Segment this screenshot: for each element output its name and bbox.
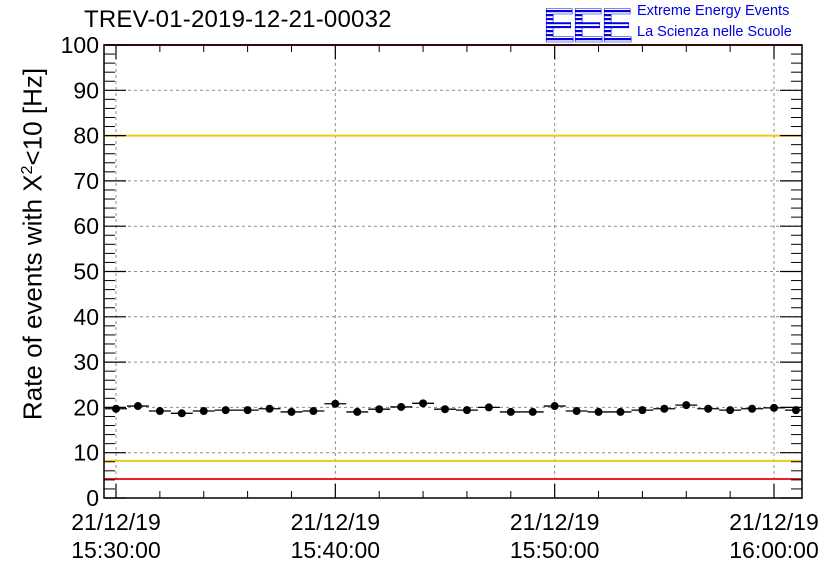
x-tick-date-label: 21/12/19	[510, 509, 600, 535]
data-point	[390, 402, 413, 411]
data-point	[105, 404, 127, 413]
data-point-marker	[243, 406, 252, 415]
y-axis-label-suffix: <10 [Hz]	[17, 67, 48, 166]
data-point-marker	[133, 402, 142, 411]
data-point-marker	[397, 402, 406, 411]
x-tick-date-label: 21/12/19	[729, 509, 819, 535]
x-tick-time-label: 15:50:00	[510, 537, 600, 563]
data-point-marker	[441, 405, 449, 414]
data-point-marker	[748, 404, 757, 413]
y-tick-label: 80	[73, 123, 99, 149]
x-tick-time-label: 15:30:00	[71, 537, 161, 563]
tick-labels: 010203040506070809010021/12/1915:30:0021…	[61, 32, 819, 563]
data-point	[631, 406, 654, 415]
data-point-marker	[572, 407, 581, 416]
data-point-marker	[791, 406, 800, 415]
data-point-marker	[331, 399, 340, 408]
data-point	[719, 406, 742, 415]
data-point	[543, 402, 566, 411]
data-point	[258, 404, 281, 413]
data-point	[302, 407, 325, 416]
data-point-marker	[112, 404, 120, 413]
data-point-marker	[199, 407, 208, 416]
x-tick-time-label: 15:40:00	[291, 537, 381, 563]
data-point	[455, 406, 478, 415]
data-point	[280, 407, 303, 416]
data-point	[148, 407, 171, 416]
data-point-marker	[594, 407, 603, 416]
data-point	[412, 399, 435, 408]
y-tick-label: 60	[73, 213, 99, 239]
axis-ticks	[104, 44, 802, 499]
data-point	[697, 404, 720, 413]
data-point	[324, 399, 347, 408]
data-point	[477, 403, 500, 412]
data-point-marker	[309, 407, 318, 416]
y-axis-label: Rate of events with X2<10 [Hz]	[18, 68, 49, 420]
y-tick-label: 20	[73, 394, 99, 420]
x-tick-date-label: 21/12/19	[71, 509, 161, 535]
reference-lines	[104, 44, 802, 480]
data-point-marker	[287, 407, 296, 416]
data-point	[192, 407, 215, 416]
data-point-marker	[550, 402, 559, 411]
data-point-marker	[265, 404, 274, 413]
data-point	[609, 407, 632, 416]
data-point-marker	[726, 406, 735, 415]
data-point-marker	[682, 401, 691, 410]
data-point-marker	[638, 406, 647, 415]
chart-title: TREV-01-2019-12-21-00032	[84, 6, 392, 33]
y-tick-label: 100	[61, 32, 99, 58]
data-point	[784, 406, 802, 415]
eee-logo-mark: EEE	[543, 0, 636, 50]
y-tick-label: 30	[73, 349, 99, 375]
y-axis-label-sup: 2	[18, 165, 36, 175]
data-point	[521, 407, 544, 416]
data-point	[214, 406, 237, 415]
data-point-marker	[528, 407, 537, 416]
eee-logo-letters: EEE	[543, 0, 632, 50]
data-point	[346, 407, 369, 416]
data-point-marker	[462, 406, 471, 415]
data-point-marker	[660, 404, 669, 413]
data-point-marker	[419, 399, 428, 408]
data-point-marker	[506, 407, 515, 416]
logo-subtitle-line2: La Scienza nelle Scuole	[637, 24, 792, 40]
data-point	[653, 404, 676, 413]
data-point-marker	[616, 407, 625, 416]
data-point	[126, 402, 149, 411]
y-tick-label: 0	[86, 485, 99, 511]
data-points	[105, 399, 802, 418]
data-point	[368, 405, 391, 414]
data-point	[499, 407, 522, 416]
grid-layer	[104, 45, 802, 498]
data-point-marker	[770, 403, 778, 412]
data-point-marker	[484, 403, 493, 412]
data-point	[741, 404, 764, 413]
y-tick-label: 10	[73, 440, 99, 466]
data-point-marker	[375, 405, 384, 414]
data-point-marker	[155, 407, 164, 416]
x-tick-date-label: 21/12/19	[291, 509, 381, 535]
logo-subtitle-line1: Extreme Energy Events	[637, 3, 790, 19]
data-point	[565, 407, 588, 416]
y-axis-label-prefix: Rate of events with X	[17, 174, 48, 421]
data-point	[236, 406, 259, 415]
y-tick-label: 70	[73, 168, 99, 194]
x-tick-time-label: 16:00:00	[729, 537, 819, 563]
data-point	[434, 405, 456, 414]
data-point	[170, 409, 193, 418]
y-tick-label: 50	[73, 259, 99, 285]
y-tick-label: 40	[73, 304, 99, 330]
data-point	[675, 401, 698, 410]
data-point-marker	[704, 404, 713, 413]
data-point-marker	[177, 409, 186, 418]
y-tick-label: 90	[73, 77, 99, 103]
data-point	[587, 407, 610, 416]
data-point-marker	[353, 407, 362, 416]
data-point-marker	[221, 406, 230, 415]
